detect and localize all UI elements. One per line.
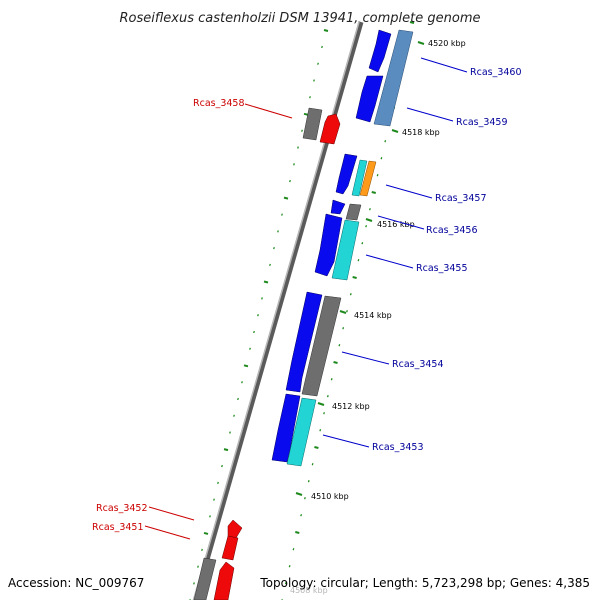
gene-arrow[interactable]: [271, 393, 301, 463]
tick-mark: [339, 310, 347, 314]
topology-text: Topology: circular; Length: 5,723,298 bp…: [259, 576, 590, 590]
gene-block[interactable]: [373, 29, 414, 127]
guide-dot: [323, 29, 329, 32]
callout-line: [385, 184, 433, 199]
gene-block[interactable]: [345, 203, 362, 221]
gene-arrow[interactable]: [314, 213, 343, 277]
gene-arrow[interactable]: [330, 199, 346, 215]
gene-label-rcas-3459[interactable]: Rcas_3459: [456, 117, 508, 128]
callout-line: [341, 351, 390, 365]
gene-block[interactable]: [331, 219, 360, 281]
tick-mark: [365, 218, 373, 222]
callout-line: [244, 103, 293, 119]
tick-mark: [417, 41, 425, 45]
guide-dot: [223, 448, 229, 452]
gene-callouts: [144, 57, 468, 540]
gene-arrow[interactable]: [368, 29, 392, 73]
gene-block[interactable]: [286, 397, 317, 467]
tick-mark: [295, 492, 303, 496]
gene-block[interactable]: [302, 107, 323, 141]
gene-arrow[interactable]: [335, 153, 358, 195]
tick-label: 4518 kbp: [402, 128, 440, 137]
kbp-scale: 4520 kbp 4518 kbp 4516 kbp 4514 kbp 4512…: [290, 39, 466, 595]
guide-dot: [243, 364, 249, 368]
gene-label-rcas-3454[interactable]: Rcas_3454: [392, 359, 444, 370]
guide-dot: [333, 361, 338, 364]
gene-labels: Rcas_3460 Rcas_3459 Rcas_3458 Rcas_3457 …: [92, 67, 522, 533]
gene-arrow[interactable]: [285, 291, 323, 393]
gene-block[interactable]: [301, 295, 342, 397]
tick-mark: [391, 129, 399, 133]
tick-label: 4514 kbp: [354, 311, 392, 320]
callout-line: [148, 506, 195, 521]
gene-label-rcas-3453[interactable]: Rcas_3453: [372, 442, 424, 453]
callout-line: [322, 434, 370, 448]
gene-arrow[interactable]: [355, 75, 384, 123]
callout-line: [144, 525, 191, 540]
gene-label-rcas-3456[interactable]: Rcas_3456: [426, 225, 478, 236]
guide-dot: [263, 280, 269, 284]
callout-line: [377, 215, 425, 230]
gene-label-rcas-3457[interactable]: Rcas_3457: [435, 193, 487, 204]
gene-arrow[interactable]: [213, 561, 235, 600]
gene-label-rcas-3458[interactable]: Rcas_3458: [193, 98, 245, 109]
gene-features: [193, 29, 414, 600]
tick-label: 4512 kbp: [332, 402, 370, 411]
gene-block[interactable]: [193, 557, 217, 600]
guide-dot: [283, 196, 289, 200]
callout-line: [406, 107, 454, 122]
gene-label-rcas-3455[interactable]: Rcas_3455: [416, 263, 468, 274]
gene-arrow[interactable]: [319, 113, 341, 145]
tick-label: 4516 kbp: [377, 220, 415, 229]
tick-label: 4520 kbp: [428, 39, 466, 48]
tick-label: 4508 kbp: [290, 586, 328, 595]
callout-line: [365, 254, 414, 269]
guide-dot: [409, 21, 415, 24]
gene-block[interactable]: [359, 160, 377, 197]
map-title: Roseiflexus castenholzii DSM 13941, comp…: [120, 11, 481, 26]
gene-label-rcas-3460[interactable]: Rcas_3460: [470, 67, 522, 78]
guide-dot: [303, 112, 309, 116]
guide-dot: [371, 191, 377, 194]
guide-dot: [295, 531, 300, 534]
guide-dot: [203, 531, 209, 535]
gene-label-rcas-3451[interactable]: Rcas_3451: [92, 522, 144, 533]
guide-dot: [352, 276, 357, 279]
gene-block[interactable]: [351, 159, 368, 197]
callout-line: [420, 57, 468, 73]
tick-label: 4510 kbp: [311, 492, 349, 501]
gene-label-rcas-3452[interactable]: Rcas_3452: [96, 503, 148, 514]
guide-dot: [314, 446, 319, 449]
gene-arrow[interactable]: [221, 535, 239, 561]
accession-text: Accession: NC_009767: [8, 576, 144, 590]
tick-mark: [317, 402, 325, 406]
